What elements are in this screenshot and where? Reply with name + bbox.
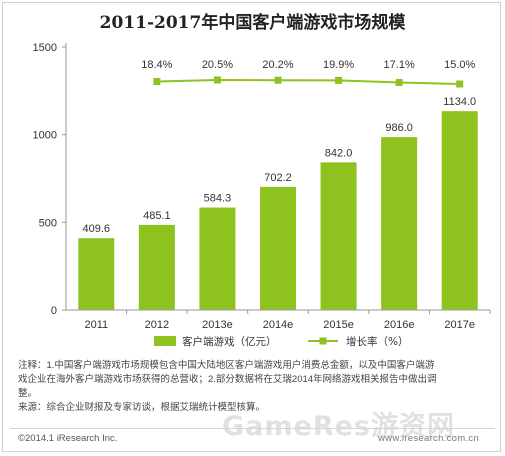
chart-frame <box>2 2 501 452</box>
legend-bar-swatch <box>154 336 176 346</box>
note-line-1: 注释：1.中国客户端游戏市场规模包含中国大陆地区客户端游戏用户消费总金额，以及中… <box>18 360 435 371</box>
bar-value-label: 584.3 <box>204 193 232 205</box>
y-tick-label: 500 <box>39 217 57 229</box>
bar <box>138 224 175 310</box>
watermark: GameRes游资网 <box>222 411 456 442</box>
bar-value-label: 986.0 <box>385 122 413 134</box>
note-line-3: 整。 <box>18 388 38 399</box>
growth-value-label: 20.2% <box>262 59 293 71</box>
y-axis: 0 500 1000 1500 <box>33 42 67 317</box>
growth-value-label: 18.4% <box>141 59 172 71</box>
growth-line-series: 18.4% 20.5% 20.2% 19.9% 17.1% 15.0% <box>141 59 476 88</box>
growth-point <box>213 76 221 84</box>
bar-value-label: 842.0 <box>325 147 353 159</box>
growth-line <box>156 78 460 85</box>
x-tick-label: 2017e <box>444 319 475 331</box>
growth-point <box>274 76 282 84</box>
copyright: ©2014.1 iResearch Inc. <box>18 433 118 444</box>
growth-value-label: 17.1% <box>384 59 415 71</box>
growth-value-label: 19.9% <box>323 59 354 71</box>
legend-line-marker <box>319 337 327 345</box>
chart-svg: 0 500 1000 1500 409.6 485.1 584.3 702.2 842.0 98… <box>33 42 491 348</box>
y-tick-label: 0 <box>51 305 57 317</box>
growth-point <box>456 80 464 88</box>
bar <box>78 238 115 310</box>
note-line-2: 戏企业在海外客户端游戏市场获得的总营收；2.部分数据将在艾瑞2014年网络游戏相… <box>18 374 437 385</box>
x-tick-label: 2012 <box>145 319 169 331</box>
notes: 注释：1.中国客户端游戏市场规模包含中国大陆地区客户端游戏用户消费总金额，以及中… <box>18 359 492 415</box>
bar-series: 409.6 485.1 584.3 702.2 842.0 986.0 1134.0 <box>78 96 478 310</box>
growth-point <box>153 78 161 86</box>
bar <box>320 162 357 310</box>
bar-value-label: 409.6 <box>83 223 111 235</box>
legend: 客户端游戏（亿元） 增长率（%） <box>154 335 408 348</box>
bar-value-label: 1134.0 <box>443 96 476 108</box>
x-tick-label: 2016e <box>384 319 415 331</box>
growth-point <box>395 78 403 86</box>
legend-line-label: 增长率（%） <box>346 335 408 348</box>
growth-value-label: 20.5% <box>202 59 233 71</box>
bar <box>260 186 296 310</box>
x-tick-label: 2011 <box>84 319 108 331</box>
bar <box>381 137 418 310</box>
x-tick-label: 2013e <box>202 319 233 331</box>
growth-point <box>335 76 343 84</box>
x-tick-label: 2014e <box>263 319 294 331</box>
footer-divider <box>10 428 495 429</box>
y-tick-label: 1000 <box>33 130 57 142</box>
growth-value-label: 15.0% <box>444 59 475 71</box>
bar-value-label: 702.2 <box>264 172 292 184</box>
legend-bar-label: 客户端游戏（亿元） <box>182 335 277 348</box>
bar <box>441 111 478 310</box>
x-tick-label: 2015e <box>323 319 354 331</box>
source-note: 来源：综合企业财报及专家访谈，根据艾瑞统计模型核算。 <box>18 402 266 413</box>
chart-title: 2011-2017年中国客户端游戏市场规模 <box>99 13 406 33</box>
site-url: www.iresearch.com.cn <box>378 433 480 444</box>
bar-value-label: 485.1 <box>143 210 171 222</box>
y-tick-label: 1500 <box>33 42 57 54</box>
x-axis: 2011 2012 2013e 2014e 2015e 2016e 2017e <box>66 309 491 331</box>
bar <box>199 207 236 310</box>
